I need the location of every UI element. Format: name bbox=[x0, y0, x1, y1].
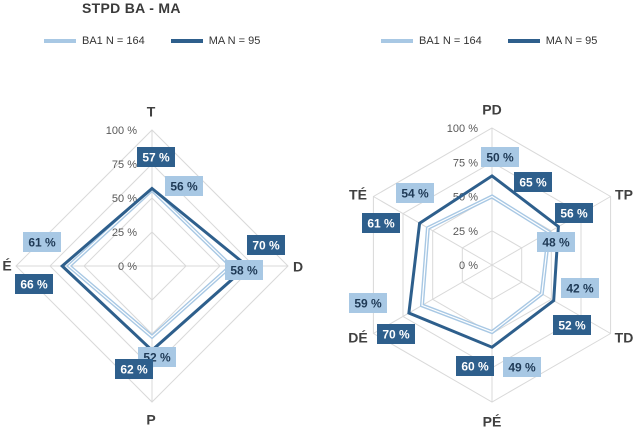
data-label-box-1-0-0 bbox=[481, 147, 519, 167]
axis-label-0-0: T bbox=[147, 104, 156, 120]
tick-label-0-0: 0 % bbox=[118, 261, 137, 273]
chart-title: STPD BA - MA bbox=[82, 0, 181, 16]
legend-item-ma: MA N = 95 bbox=[170, 35, 261, 47]
legend-item-ba1: BA1 N = 164 bbox=[44, 35, 145, 47]
data-label-box-1-0-4 bbox=[349, 293, 387, 313]
tick-label-1-1: 25 % bbox=[453, 226, 478, 238]
axis-label-1-5: TÉ bbox=[349, 187, 367, 203]
data-label-1-0-0: 50 % bbox=[486, 151, 514, 165]
data-label-0-1-0: 57 % bbox=[142, 151, 170, 165]
data-label-box-1-1-2 bbox=[553, 315, 591, 335]
data-label-box-1-1-1 bbox=[555, 203, 593, 223]
data-label-box-1-0-5 bbox=[396, 183, 434, 203]
legend-swatch-ba1 bbox=[44, 39, 76, 43]
axis-label-1-2: TD bbox=[615, 330, 634, 346]
tick-label-1-0: 0 % bbox=[459, 260, 478, 272]
data-label-1-0-1: 48 % bbox=[542, 236, 570, 250]
data-label-1-1-0: 65 % bbox=[519, 176, 547, 190]
legend-right: BA1 N = 164 MA N = 95 bbox=[381, 33, 623, 49]
data-label-0-1-2: 62 % bbox=[120, 363, 148, 377]
axis-label-1-3: PÉ bbox=[483, 414, 502, 429]
data-label-0-0-3: 61 % bbox=[28, 236, 56, 250]
legend-item-ba1-right: BA1 N = 164 bbox=[381, 35, 482, 47]
data-label-1-1-4: 70 % bbox=[382, 328, 410, 342]
data-label-1-0-4: 59 % bbox=[354, 297, 382, 311]
axis-label-1-0: PD bbox=[482, 102, 501, 118]
tick-label-1-4: 100 % bbox=[447, 123, 478, 135]
axis-label-0-3: É bbox=[2, 258, 11, 274]
data-label-1-1-5: 61 % bbox=[367, 217, 395, 231]
legend-swatch-ma-right bbox=[507, 39, 540, 43]
data-label-1-0-3: 49 % bbox=[508, 361, 536, 375]
data-label-1-1-1: 56 % bbox=[560, 207, 588, 221]
data-label-1-1-2: 52 % bbox=[558, 319, 586, 333]
tick-label-0-2: 50 % bbox=[112, 193, 137, 205]
data-label-box-1-1-3 bbox=[456, 356, 494, 376]
legend-label-ma-right: MA N = 95 bbox=[545, 35, 598, 47]
data-label-box-1-1-5 bbox=[362, 213, 400, 233]
data-label-box-0-0-0 bbox=[165, 176, 203, 196]
axis-label-1-4: DÉ bbox=[348, 330, 367, 346]
legend-item-ma-right: MA N = 95 bbox=[507, 35, 598, 47]
data-label-box-1-0-3 bbox=[503, 357, 541, 377]
tick-label-0-4: 100 % bbox=[106, 125, 137, 137]
data-label-box-1-1-4 bbox=[377, 324, 415, 344]
legend-label-ba1-right: BA1 N = 164 bbox=[419, 35, 482, 47]
data-label-box-1-1-0 bbox=[514, 172, 552, 192]
data-label-1-0-2: 42 % bbox=[566, 282, 594, 296]
grid-spoke-1-5 bbox=[373, 196, 493, 266]
data-label-box-0-1-3 bbox=[15, 274, 53, 294]
data-label-box-0-0-1 bbox=[225, 260, 263, 280]
data-label-0-1-3: 66 % bbox=[20, 278, 48, 292]
legend-label-ba1: BA1 N = 164 bbox=[82, 35, 145, 47]
data-label-0-1-1: 70 % bbox=[252, 239, 280, 253]
data-label-1-0-5: 54 % bbox=[401, 187, 429, 201]
axis-label-1-1: TP bbox=[615, 187, 633, 203]
series-ma-line-0 bbox=[59, 186, 250, 353]
tick-label-0-3: 75 % bbox=[112, 159, 137, 171]
data-label-box-1-0-2 bbox=[561, 278, 599, 298]
data-label-0-0-1: 58 % bbox=[230, 264, 258, 278]
series-ba1-inner-0 bbox=[68, 188, 232, 338]
series-ba1-line-0 bbox=[65, 187, 234, 340]
data-label-box-0-1-2 bbox=[115, 359, 153, 379]
data-label-box-1-0-1 bbox=[537, 232, 575, 252]
data-label-box-0-1-0 bbox=[137, 147, 175, 167]
tick-label-0-1: 25 % bbox=[112, 227, 137, 239]
data-label-1-1-3: 60 % bbox=[461, 360, 489, 374]
series-ma-line-1 bbox=[407, 174, 560, 349]
axis-label-0-1: D bbox=[293, 259, 303, 275]
grid-spoke-1-4 bbox=[373, 264, 493, 334]
legend-swatch-ba1-right bbox=[381, 39, 413, 43]
data-label-box-0-0-3 bbox=[23, 232, 61, 252]
data-label-box-0-1-1 bbox=[247, 235, 285, 255]
tick-label-1-3: 75 % bbox=[453, 157, 478, 169]
data-label-0-0-0: 56 % bbox=[170, 180, 198, 194]
axis-label-0-2: P bbox=[146, 412, 155, 428]
legend-swatch-ma bbox=[170, 39, 203, 43]
legend-label-ma: MA N = 95 bbox=[208, 35, 261, 47]
tick-label-1-2: 50 % bbox=[453, 192, 478, 204]
legend-left: BA1 N = 164 MA N = 95 bbox=[44, 33, 286, 49]
